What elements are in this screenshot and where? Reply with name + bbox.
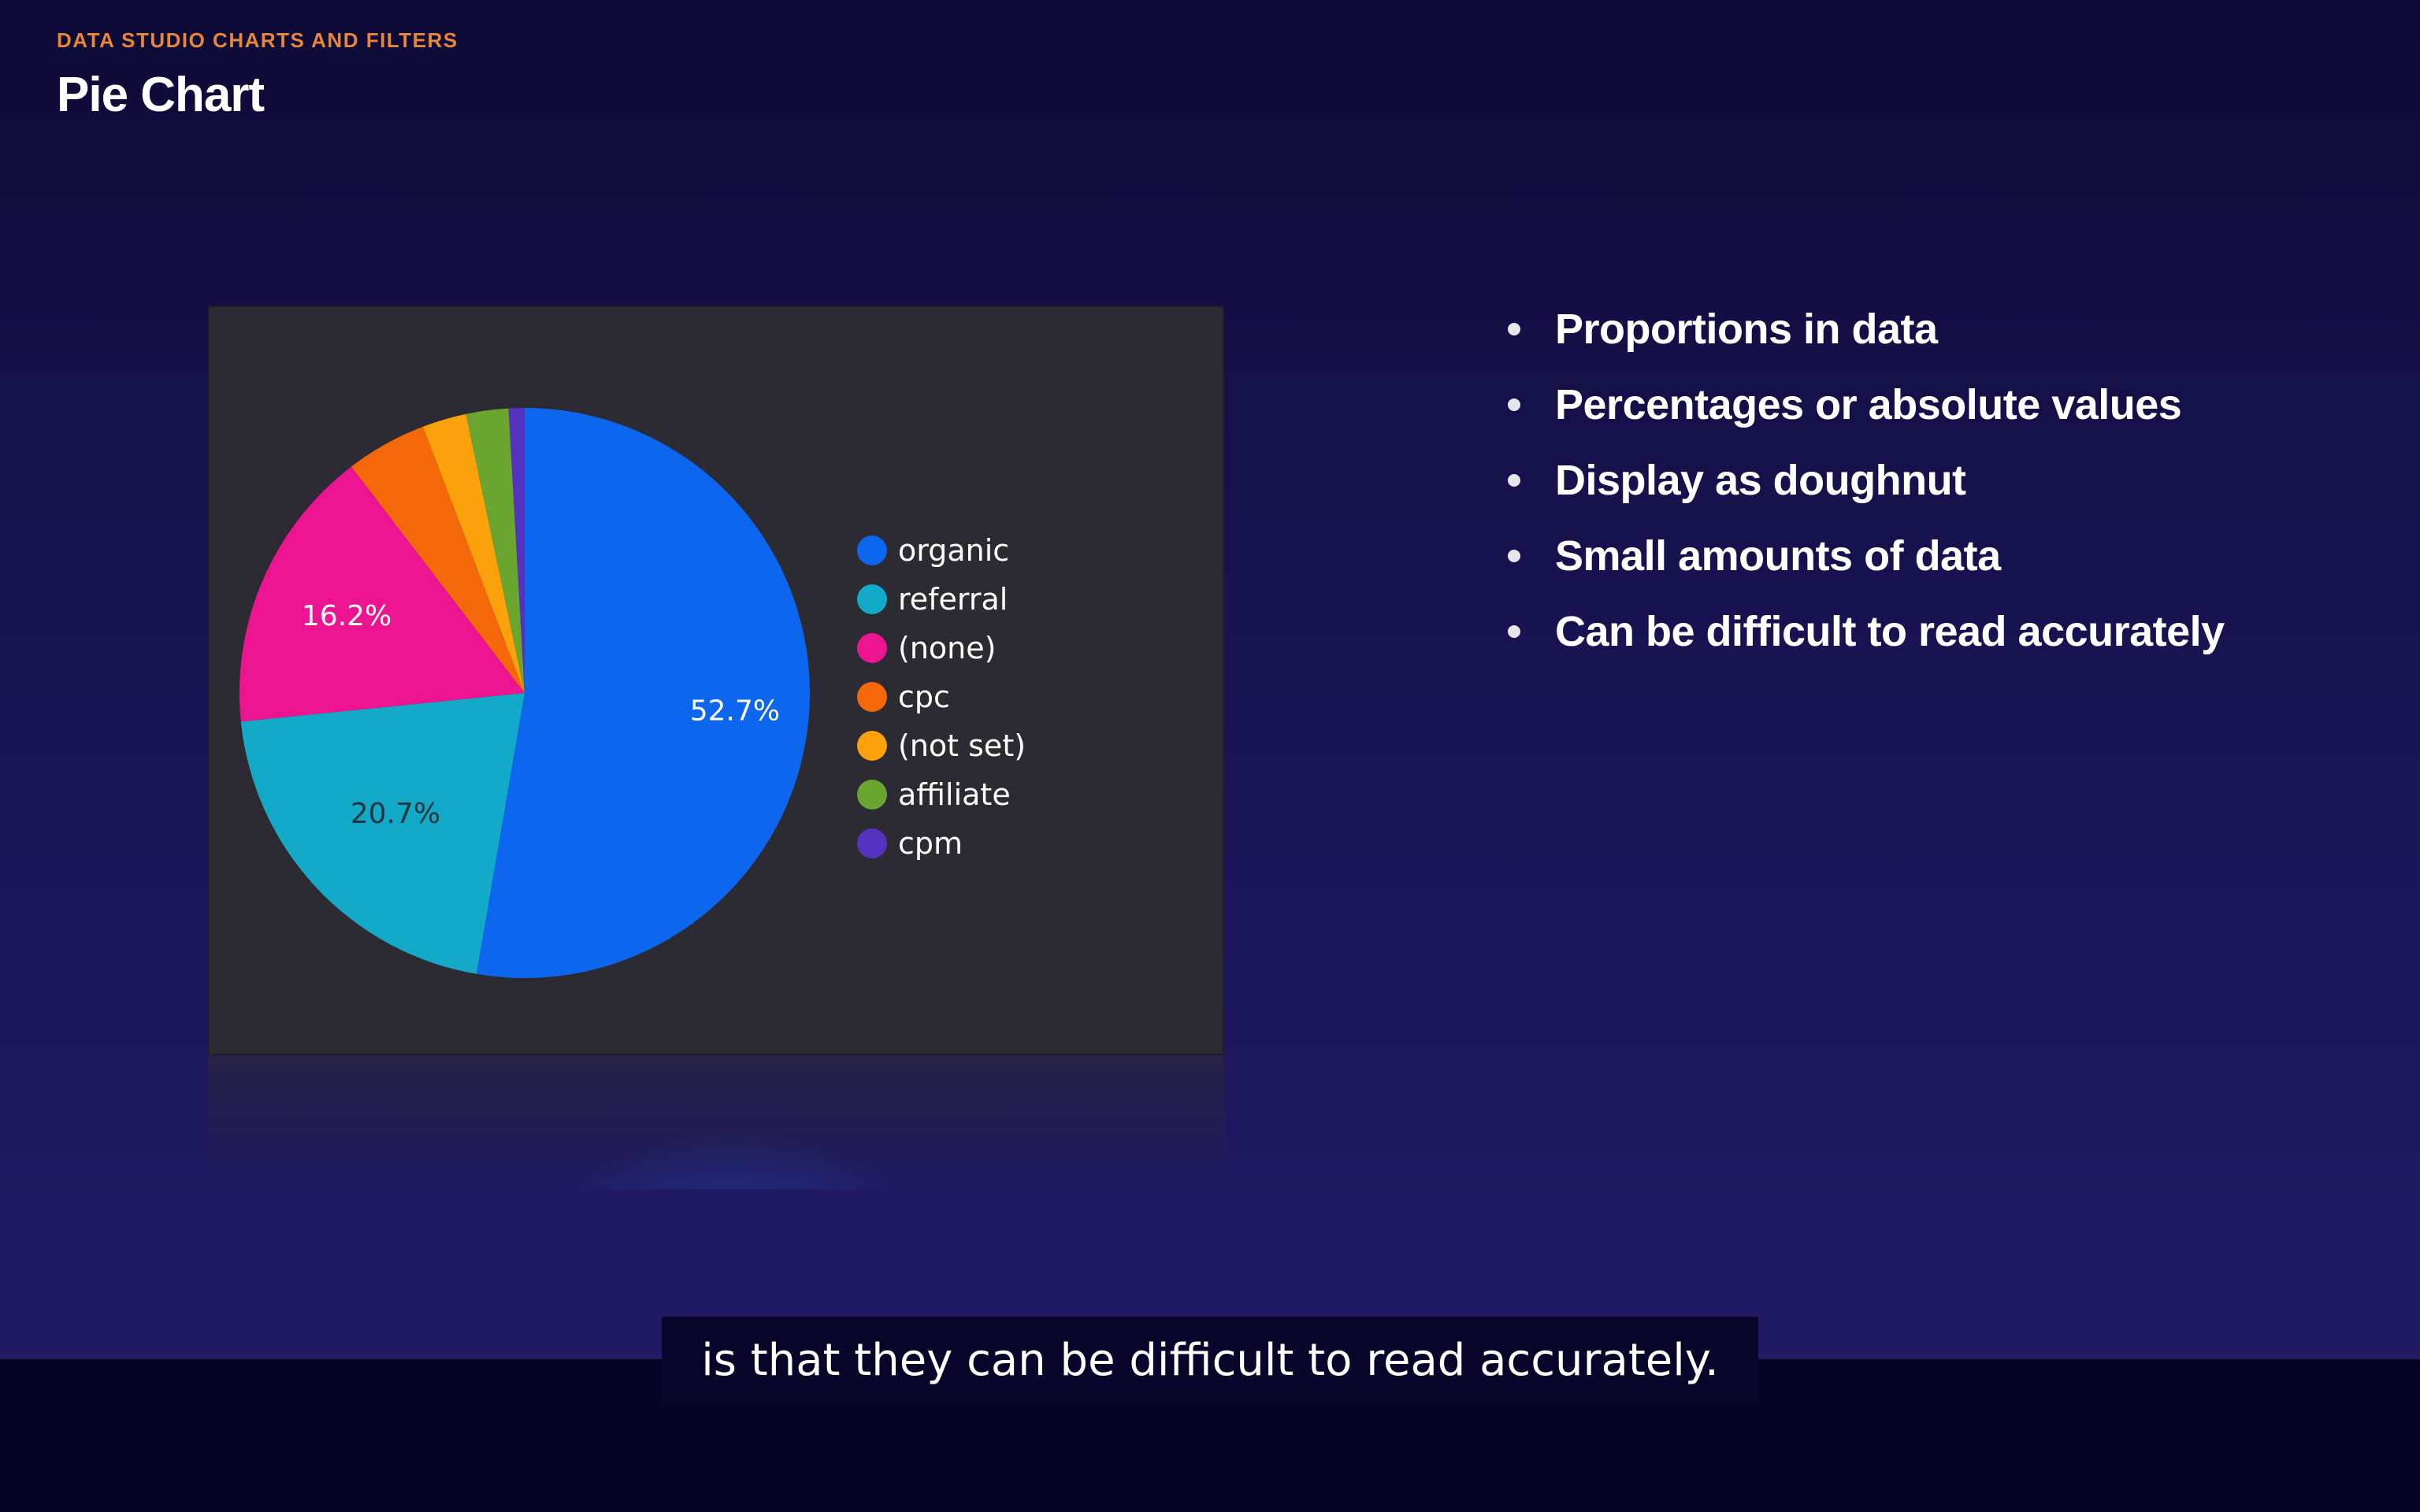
pie-slice-data-label: 16.2% [302, 600, 392, 632]
pie-slice-cpm[interactable] [508, 408, 525, 693]
pie-slice-affiliate[interactable] [466, 408, 525, 693]
legend-color-dot [857, 584, 887, 614]
legend-label: referral [898, 582, 1008, 617]
bullet-icon [1508, 323, 1520, 335]
bullet-item: Display as doughnut [1497, 443, 2225, 518]
legend-label: (none) [898, 631, 997, 665]
legend-color-dot [857, 633, 887, 663]
legend-color-dot [857, 682, 887, 712]
pie-slice-not-set[interactable] [422, 413, 525, 693]
legend-item[interactable]: (none) [857, 624, 1026, 673]
pie-slice-cpc[interactable] [351, 426, 525, 693]
bullet-icon [1508, 474, 1520, 487]
legend-color-dot [857, 536, 887, 565]
legend-color-dot [857, 828, 887, 858]
bullet-text: Small amounts of data [1555, 532, 2001, 580]
pie-slice-labels: 52.7% 20.7% 16.2% [302, 600, 780, 830]
bullet-item: Percentages or absolute values [1497, 367, 2225, 443]
subtitle-caption: is that they can be difficult to read ac… [662, 1317, 1758, 1403]
pie-slice-data-label: 20.7% [351, 798, 440, 830]
chart-legend: organic referral (none) cpc (not set) af… [857, 526, 1026, 868]
legend-item[interactable]: cpm [857, 819, 1026, 868]
legend-item[interactable]: cpc [857, 673, 1026, 721]
legend-item[interactable]: (not set) [857, 721, 1026, 770]
bullet-list: Proportions in data Percentages or absol… [1497, 291, 2225, 669]
legend-item[interactable]: affiliate [857, 770, 1026, 819]
caption-text: is that they can be difficult to read ac… [701, 1334, 1719, 1386]
legend-label: cpm [898, 826, 963, 861]
legend-label: (not set) [898, 728, 1026, 763]
bullet-icon [1508, 625, 1520, 638]
slide-title: Pie Chart [57, 68, 265, 122]
legend-label: organic [898, 533, 1010, 568]
bullet-text: Proportions in data [1555, 306, 1938, 353]
bullet-icon [1508, 398, 1520, 411]
bullet-text: Percentages or absolute values [1555, 381, 2182, 428]
legend-color-dot [857, 731, 887, 761]
pie-slice-referral[interactable] [240, 693, 525, 974]
chart-reflection [208, 1055, 1224, 1189]
legend-item[interactable]: referral [857, 575, 1026, 624]
pie-slice-none[interactable] [239, 466, 525, 722]
pie-slice-organic[interactable] [476, 408, 810, 978]
pie-reflection [523, 1134, 945, 1189]
bullet-icon [1508, 550, 1520, 562]
pie-chart-card: 52.7% 20.7% 16.2% organic referral (none) … [208, 306, 1224, 1055]
pie-chart: 52.7% 20.7% 16.2% [239, 408, 810, 978]
pie-slices [239, 408, 810, 978]
slide-header: DATA STUDIO CHARTS AND FILTERS Pie Chart [57, 28, 458, 123]
legend-color-dot [857, 780, 887, 810]
bullet-text: Display as doughnut [1555, 457, 1966, 504]
bullet-item: Small amounts of data [1497, 518, 2225, 594]
legend-label: cpc [898, 680, 950, 714]
pie-slice-data-label: 52.7% [690, 695, 780, 728]
bullet-item: Can be difficult to read accurately [1497, 594, 2225, 669]
bullet-text: Can be difficult to read accurately [1555, 608, 2225, 655]
section-eyebrow: DATA STUDIO CHARTS AND FILTERS [57, 28, 458, 52]
legend-item[interactable]: organic [857, 526, 1026, 575]
bullet-item: Proportions in data [1497, 291, 2225, 367]
legend-label: affiliate [898, 777, 1011, 812]
